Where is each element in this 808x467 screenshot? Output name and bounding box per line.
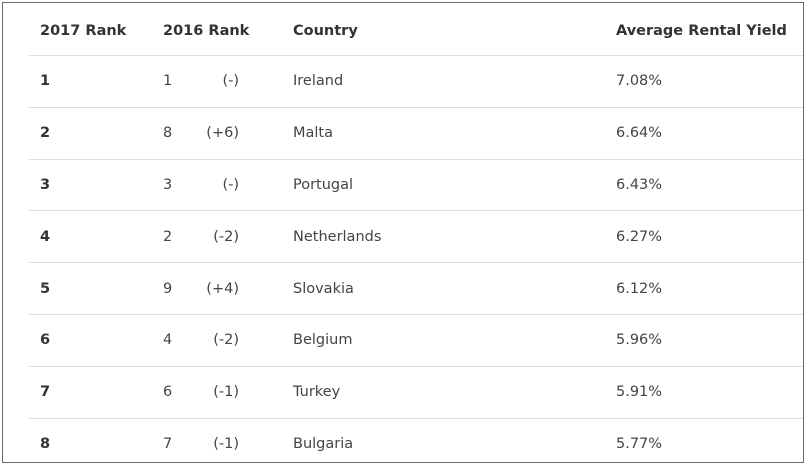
header-country: Country: [293, 23, 358, 39]
rank-2016-cell: 9: [163, 280, 173, 297]
table-header-row: 2017 Rank 2016 Rank Country Average Rent…: [29, 3, 803, 56]
rank-2017-cell: 4: [40, 228, 51, 245]
rank-change-cell: (-): [222, 73, 239, 90]
rank-change-cell: (+6): [206, 125, 239, 142]
rank-2017-cell: 8: [40, 436, 51, 453]
country-cell: Bulgaria: [293, 436, 354, 453]
country-cell: Malta: [293, 125, 333, 142]
yield-cell: 5.77%: [616, 436, 663, 453]
rank-2017-cell: 7: [40, 384, 51, 401]
country-cell: Slovakia: [293, 280, 354, 297]
country-cell: Netherlands: [293, 228, 382, 245]
country-cell: Ireland: [293, 73, 344, 90]
rank-2017-cell: 1: [40, 73, 51, 90]
header-2017-rank: 2017 Rank: [40, 23, 127, 39]
country-cell: Turkey: [293, 384, 341, 401]
table-row: 1 1 (-) Ireland 7.08%: [29, 56, 803, 108]
yield-cell: 6.27%: [616, 228, 663, 245]
header-2016-rank: 2016 Rank: [163, 23, 250, 39]
table-row: 7 6 (-1) Turkey 5.91%: [29, 367, 803, 419]
rank-change-cell: (+4): [206, 280, 239, 297]
rank-2017-cell: 3: [40, 176, 51, 193]
yield-cell: 6.12%: [616, 280, 663, 297]
table-row: 5 9 (+4) Slovakia 6.12%: [29, 263, 803, 315]
rank-2016-cell: 3: [163, 176, 173, 193]
yield-cell: 7.08%: [616, 73, 663, 90]
rank-2016-cell: 4: [163, 332, 173, 349]
rank-change-cell: (-): [222, 176, 239, 193]
rank-change-cell: (-1): [213, 436, 239, 453]
rank-2016-cell: 1: [163, 73, 173, 90]
yield-cell: 6.64%: [616, 125, 663, 142]
table-row: 4 2 (-2) Netherlands 6.27%: [29, 211, 803, 264]
country-cell: Portugal: [293, 176, 354, 193]
yield-cell: 5.91%: [616, 384, 663, 401]
rank-2017-cell: 2: [40, 125, 51, 142]
rank-2017-cell: 6: [40, 332, 51, 349]
country-cell: Belgium: [293, 332, 353, 349]
rank-2017-cell: 5: [40, 280, 51, 297]
rank-change-cell: (-2): [213, 228, 239, 245]
table-frame: 2017 Rank 2016 Rank Country Average Rent…: [2, 2, 804, 463]
header-average-rental-yield: Average Rental Yield: [616, 23, 787, 39]
rank-2016-cell: 6: [163, 384, 173, 401]
rank-change-cell: (-2): [213, 332, 239, 349]
rank-change-cell: (-1): [213, 384, 239, 401]
table-row: 3 3 (-) Portugal 6.43%: [29, 160, 803, 212]
rank-2016-cell: 8: [163, 125, 173, 142]
yield-cell: 5.96%: [616, 332, 663, 349]
yield-cell: 6.43%: [616, 176, 663, 193]
rank-2016-cell: 7: [163, 436, 173, 453]
rental-yield-table: 2017 Rank 2016 Rank Country Average Rent…: [29, 3, 803, 462]
rank-2016-cell: 2: [163, 228, 173, 245]
table-row: 8 7 (-1) Bulgaria 5.77%: [29, 419, 803, 462]
table-row: 6 4 (-2) Belgium 5.96%: [29, 315, 803, 367]
table-row: 2 8 (+6) Malta 6.64%: [29, 108, 803, 160]
